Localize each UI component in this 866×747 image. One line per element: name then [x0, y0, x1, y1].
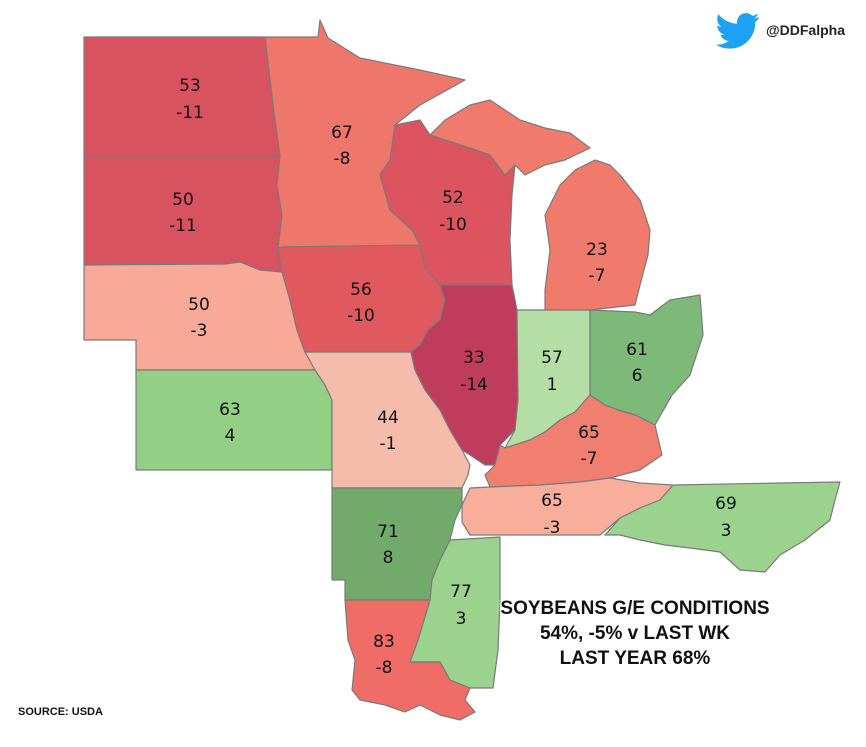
state-change: -3 — [544, 518, 561, 538]
state-value: 50 — [172, 190, 194, 210]
state-change: -11 — [176, 103, 204, 123]
state-value: 44 — [377, 408, 399, 428]
state-value: 33 — [463, 348, 485, 368]
state-north-dakota: 53 -11 — [83, 36, 281, 157]
state-illinois: 33 -14 — [410, 284, 519, 466]
state-value: 63 — [219, 400, 241, 420]
summary-annotation: SOYBEANS G/E CONDITIONS 54%, -5% v LAST … — [500, 596, 770, 671]
state-value: 56 — [350, 280, 372, 300]
twitter-handle[interactable]: @DDFalpha — [766, 22, 845, 38]
state-change: -7 — [589, 266, 606, 286]
state-change: -10 — [347, 306, 375, 326]
state-value: 65 — [541, 491, 563, 511]
state-value: 83 — [373, 632, 395, 652]
state-indiana: 57 1 — [504, 309, 591, 449]
state-louisiana: 83 -8 — [344, 599, 476, 721]
state-value: 77 — [450, 582, 472, 602]
state-value: 53 — [179, 76, 201, 96]
state-change: -10 — [439, 215, 467, 235]
state-change: -3 — [191, 321, 208, 341]
state-change: -8 — [376, 658, 393, 678]
state-south-dakota: 50 -11 — [83, 155, 283, 273]
state-michigan: 23 -7 — [429, 99, 651, 311]
state-change: -7 — [581, 449, 598, 469]
state-value: 67 — [331, 123, 353, 143]
state-value: 61 — [626, 340, 648, 360]
summary-title: SOYBEANS G/E CONDITIONS — [500, 598, 770, 619]
state-change: -14 — [460, 375, 488, 395]
state-value: 69 — [715, 494, 737, 514]
twitter-bird-icon — [716, 13, 760, 49]
state-value: 50 — [188, 295, 210, 315]
state-tennessee: 65 -3 — [461, 477, 674, 538]
summary-weekly-change: 54%, -5% v LAST WK — [539, 623, 731, 644]
state-north-carolina: 69 3 — [604, 481, 841, 573]
state-change: -8 — [334, 149, 351, 169]
state-arkansas: 71 8 — [331, 487, 463, 601]
state-missouri: 44 -1 — [304, 351, 471, 489]
state-change: 8 — [383, 548, 394, 568]
state-change: 1 — [547, 375, 558, 395]
source-note: SOURCE: USDA — [18, 706, 103, 718]
state-wisconsin: 52 -10 — [379, 119, 516, 286]
summary-last-year: LAST YEAR 68% — [559, 648, 711, 669]
state-value: 71 — [377, 522, 399, 542]
state-change: -11 — [169, 216, 197, 236]
state-iowa: 56 -10 — [277, 244, 446, 353]
state-change: 3 — [456, 609, 467, 629]
state-change: -1 — [380, 434, 397, 454]
state-value: 52 — [442, 188, 464, 208]
state-change: 6 — [632, 366, 643, 386]
state-value: 65 — [578, 423, 600, 443]
state-value: 57 — [541, 348, 563, 368]
state-value: 23 — [586, 240, 608, 260]
state-kansas: 63 4 — [135, 369, 333, 471]
state-nebraska: 50 -3 — [83, 261, 316, 371]
state-change: 4 — [225, 426, 236, 446]
state-change: 3 — [721, 521, 732, 541]
